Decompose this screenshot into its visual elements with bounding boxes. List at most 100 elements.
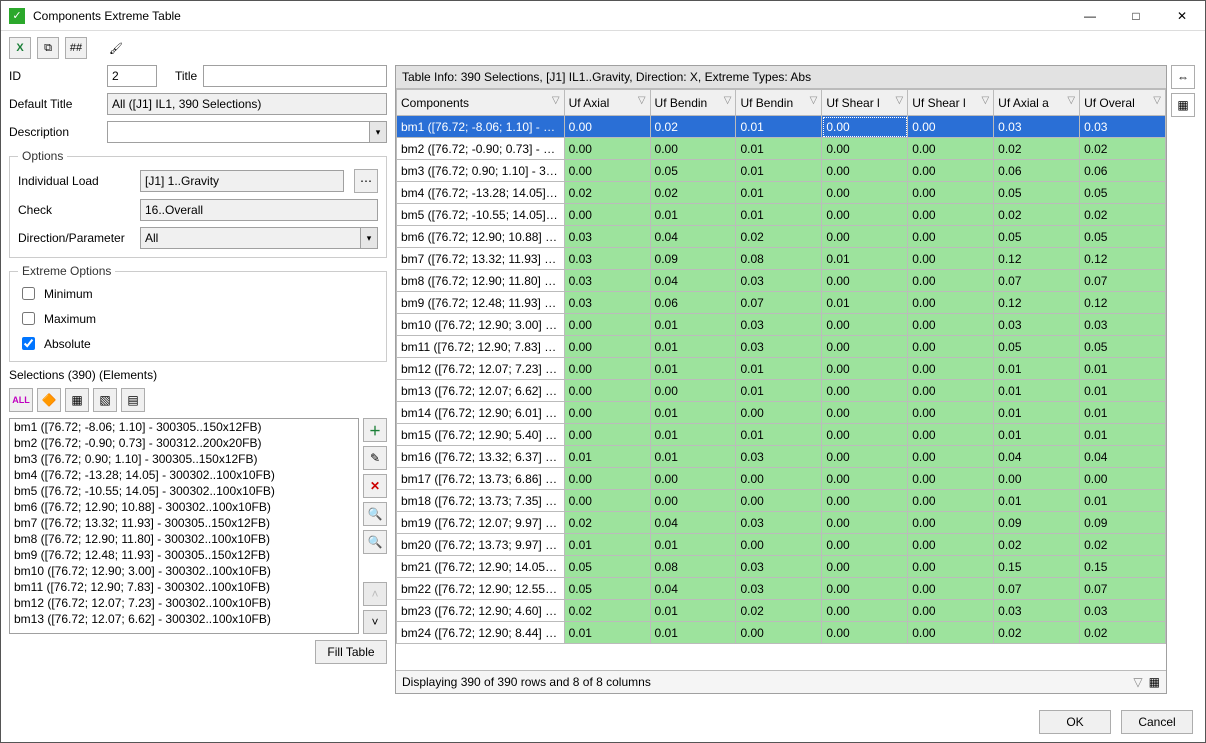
table-row[interactable]: bm19 ([76.72; 12.07; 9.97] - 300.020.040…	[397, 512, 1166, 534]
table-row[interactable]: bm16 ([76.72; 13.32; 6.37] - 300.010.010…	[397, 446, 1166, 468]
list-item[interactable]: bm1 ([76.72; -8.06; 1.10] - 300305..150x…	[10, 419, 358, 435]
table-row[interactable]: bm11 ([76.72; 12.90; 7.83] - 300.000.010…	[397, 336, 1166, 358]
filter-icon[interactable]: ▽	[810, 95, 818, 106]
filter-icon[interactable]: ▽	[1153, 95, 1161, 106]
table-row[interactable]: bm9 ([76.72; 12.48; 11.93] - 300.030.060…	[397, 292, 1166, 314]
select-grid2-icon[interactable]: ▤	[121, 388, 145, 412]
column-header[interactable]: Uf Shear l▽	[822, 90, 908, 116]
delete-icon[interactable]: ✕	[363, 474, 387, 498]
select-grid-icon[interactable]: ▧	[93, 388, 117, 412]
title-label: Title	[175, 69, 197, 83]
list-item[interactable]: bm7 ([76.72; 13.32; 11.93] - 300305..150…	[10, 515, 358, 531]
selections-listbox[interactable]: bm1 ([76.72; -8.06; 1.10] - 300305..150x…	[9, 418, 359, 634]
fill-table-button[interactable]: Fill Table	[315, 640, 387, 664]
cancel-button[interactable]: Cancel	[1121, 710, 1193, 734]
edit-icon[interactable]: ✎	[363, 446, 387, 470]
column-header[interactable]: Uf Axial▽	[564, 90, 650, 116]
filter-icon[interactable]: ▽	[724, 95, 732, 106]
table-settings-icon[interactable]: ▦	[1149, 675, 1160, 689]
title-input[interactable]	[203, 65, 387, 87]
table-row[interactable]: bm10 ([76.72; 12.90; 3.00] - 300.000.010…	[397, 314, 1166, 336]
filter-icon[interactable]: ▽	[638, 95, 646, 106]
table-row[interactable]: bm22 ([76.72; 12.90; 12.55] - 30.050.040…	[397, 578, 1166, 600]
table-row[interactable]: bm13 ([76.72; 12.07; 6.62] - 300.000.000…	[397, 380, 1166, 402]
description-dropdown-icon[interactable]: ▾	[369, 121, 387, 143]
table-row[interactable]: bm5 ([76.72; -10.55; 14.05] - 30.000.010…	[397, 204, 1166, 226]
select-group-icon[interactable]: ▦	[65, 388, 89, 412]
list-item[interactable]: bm6 ([76.72; 12.90; 10.88] - 300302..100…	[10, 499, 358, 515]
toggle-panel-icon[interactable]: ⇔	[1171, 65, 1195, 89]
table-row[interactable]: bm20 ([76.72; 13.73; 9.97] - 300.010.010…	[397, 534, 1166, 556]
maximum-checkbox[interactable]	[22, 312, 35, 325]
column-header[interactable]: Uf Bendin▽	[736, 90, 822, 116]
direction-input[interactable]	[140, 227, 360, 249]
filter-icon[interactable]: ▽	[981, 95, 989, 106]
column-header[interactable]: Uf Bendin▽	[650, 90, 736, 116]
list-item[interactable]: bm9 ([76.72; 12.48; 11.93] - 300305..150…	[10, 547, 358, 563]
titlebar: ✓ Components Extreme Table — □ ✕	[1, 1, 1205, 31]
table-row[interactable]: bm8 ([76.72; 12.90; 11.80] - 300.030.040…	[397, 270, 1166, 292]
table-row[interactable]: bm4 ([76.72; -13.28; 14.05] - 30.020.020…	[397, 182, 1166, 204]
column-header[interactable]: Uf Axial a▽	[994, 90, 1080, 116]
add-icon[interactable]: ＋	[363, 418, 387, 442]
description-input[interactable]	[107, 121, 369, 143]
data-grid[interactable]: Components▽Uf Axial▽Uf Bendin▽Uf Bendin▽…	[396, 89, 1166, 670]
table-row[interactable]: bm15 ([76.72; 12.90; 5.40] - 300.000.010…	[397, 424, 1166, 446]
close-button[interactable]: ✕	[1159, 1, 1205, 30]
copy-icon[interactable]: ⧉	[37, 37, 59, 59]
table-row[interactable]: bm14 ([76.72; 12.90; 6.01] - 300.000.010…	[397, 402, 1166, 424]
column-header[interactable]: Uf Shear l▽	[908, 90, 994, 116]
move-up-icon[interactable]: ˄	[363, 582, 387, 606]
table-row[interactable]: bm24 ([76.72; 12.90; 8.44] - 300.010.010…	[397, 622, 1166, 644]
brush-icon[interactable]: 🖌	[105, 37, 127, 59]
list-item[interactable]: bm4 ([76.72; -13.28; 14.05] - 300302..10…	[10, 467, 358, 483]
check-input	[140, 199, 378, 221]
list-item[interactable]: bm12 ([76.72; 12.07; 7.23] - 300302..100…	[10, 595, 358, 611]
table-container: Table Info: 390 Selections, [J1] IL1..Gr…	[395, 65, 1167, 694]
table-row[interactable]: bm23 ([76.72; 12.90; 4.60] - 300.020.010…	[397, 600, 1166, 622]
ok-button[interactable]: OK	[1039, 710, 1111, 734]
table-row[interactable]: bm3 ([76.72; 0.90; 1.10] - 30030.000.050…	[397, 160, 1166, 182]
window-buttons: — □ ✕	[1067, 1, 1205, 30]
direction-dropdown-icon[interactable]: ▾	[360, 227, 378, 249]
filter-icon[interactable]: ▽	[896, 95, 904, 106]
column-header[interactable]: Components▽	[397, 90, 565, 116]
filter-icon[interactable]: ▽	[552, 95, 560, 106]
table-row[interactable]: bm7 ([76.72; 13.32; 11.93] - 300.030.090…	[397, 248, 1166, 270]
table-row[interactable]: bm18 ([76.72; 13.73; 7.35] - 300.000.000…	[397, 490, 1166, 512]
list-item[interactable]: bm5 ([76.72; -10.55; 14.05] - 300302..10…	[10, 483, 358, 499]
select-add-icon[interactable]: 🔶	[37, 388, 61, 412]
window-title: Components Extreme Table	[33, 9, 1067, 23]
window-root: ✓ Components Extreme Table — □ ✕ X ⧉ ## …	[0, 0, 1206, 743]
right-toolstrip: ⇔ ▦	[1171, 65, 1197, 694]
minimize-button[interactable]: —	[1067, 1, 1113, 30]
table-row[interactable]: bm12 ([76.72; 12.07; 7.23] - 300.000.010…	[397, 358, 1166, 380]
excel-icon[interactable]: X	[9, 37, 31, 59]
list-item[interactable]: bm11 ([76.72; 12.90; 7.83] - 300302..100…	[10, 579, 358, 595]
individual-load-browse-icon[interactable]: ⋯	[354, 169, 378, 193]
table-row[interactable]: bm17 ([76.72; 13.73; 6.86] - 300.000.000…	[397, 468, 1166, 490]
list-item[interactable]: bm13 ([76.72; 12.07; 6.62] - 300302..100…	[10, 611, 358, 627]
move-down-icon[interactable]: ˅	[363, 610, 387, 634]
table-row[interactable]: bm21 ([76.72; 12.90; 14.05] - 30.050.080…	[397, 556, 1166, 578]
individual-load-label: Individual Load	[18, 174, 134, 188]
list-item[interactable]: bm10 ([76.72; 12.90; 3.00] - 300302..100…	[10, 563, 358, 579]
column-header[interactable]: Uf Overal▽	[1080, 90, 1166, 116]
select-all-button[interactable]: ALL	[9, 388, 33, 412]
maximize-button[interactable]: □	[1113, 1, 1159, 30]
absolute-checkbox[interactable]	[22, 337, 35, 350]
minimum-checkbox[interactable]	[22, 287, 35, 300]
zoom-green-icon[interactable]: 🔍	[363, 530, 387, 554]
id-input[interactable]	[107, 65, 157, 87]
columns-icon[interactable]: ▦	[1171, 93, 1195, 117]
list-item[interactable]: bm2 ([76.72; -0.90; 0.73] - 300312..200x…	[10, 435, 358, 451]
filter-icon[interactable]: ▽	[1133, 675, 1142, 689]
table-row[interactable]: bm1 ([76.72; -8.06; 1.10] - 3000.000.020…	[397, 116, 1166, 138]
filter-icon[interactable]: ▽	[1067, 95, 1075, 106]
list-item[interactable]: bm8 ([76.72; 12.90; 11.80] - 300302..100…	[10, 531, 358, 547]
table-row[interactable]: bm6 ([76.72; 12.90; 10.88] - 300.030.040…	[397, 226, 1166, 248]
list-item[interactable]: bm3 ([76.72; 0.90; 1.10] - 300305..150x1…	[10, 451, 358, 467]
zoom-icon[interactable]: 🔍	[363, 502, 387, 526]
table-row[interactable]: bm2 ([76.72; -0.90; 0.73] - 3000.000.000…	[397, 138, 1166, 160]
hash-icon[interactable]: ##	[65, 37, 87, 59]
